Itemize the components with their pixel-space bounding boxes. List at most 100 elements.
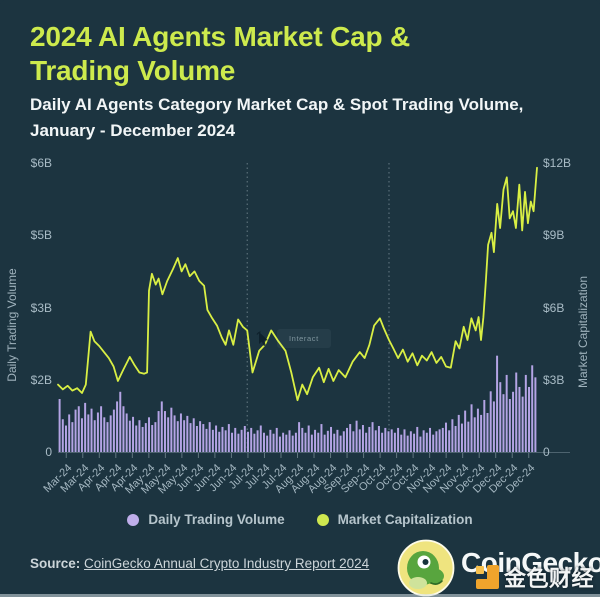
volume-bar xyxy=(269,429,272,452)
volume-bar xyxy=(259,425,262,452)
volume-bar xyxy=(384,427,387,452)
volume-bar xyxy=(486,412,489,453)
source-note: Source: CoinGecko Annual Crypto Industry… xyxy=(30,556,369,571)
right-axis-tick-label: $12B xyxy=(543,156,572,170)
legend-dot-icon xyxy=(127,513,140,526)
volume-bar xyxy=(119,391,122,452)
volume-bar xyxy=(518,386,521,452)
interact-label: Interact xyxy=(277,329,331,348)
legend-item[interactable]: Daily Trading Volume xyxy=(127,512,285,527)
chart-plot[interactable] xyxy=(57,163,570,463)
volume-bar xyxy=(492,401,495,453)
left-axis-tick-label: $3B xyxy=(30,300,52,315)
right-axis-tick-label: $6B xyxy=(543,300,565,315)
volume-bar xyxy=(148,417,150,452)
volume-bar xyxy=(288,430,291,452)
volume-bar xyxy=(240,429,243,452)
volume-bar xyxy=(192,418,195,452)
volume-bar xyxy=(154,422,157,452)
volume-bar xyxy=(71,422,74,452)
volume-bar xyxy=(521,396,524,452)
volume-bar xyxy=(304,432,307,452)
page-title: 2024 AI Agents Market Cap & Trading Volu… xyxy=(30,20,590,88)
volume-bar xyxy=(441,427,444,452)
volume-bar xyxy=(167,417,170,452)
volume-bar xyxy=(58,399,61,452)
right-axis-tick-label: $3B xyxy=(543,372,565,387)
volume-bar xyxy=(138,420,141,452)
volume-bar xyxy=(294,432,297,452)
source-prefix: Source: xyxy=(30,556,81,571)
volume-bar xyxy=(377,425,380,452)
volume-bar xyxy=(116,401,119,453)
volume-bar xyxy=(122,406,125,452)
volume-bar xyxy=(93,420,96,452)
volume-bar xyxy=(285,434,288,452)
volume-bar xyxy=(409,431,412,452)
title-line-2: Trading Volume xyxy=(30,55,236,86)
right-axis-title: Market Capitalization xyxy=(576,275,590,389)
volume-bar xyxy=(451,419,454,452)
volume-bar xyxy=(390,429,393,452)
volume-bar xyxy=(163,411,166,452)
volume-bar xyxy=(397,427,400,452)
volume-bar xyxy=(157,411,160,452)
volume-bar xyxy=(266,435,269,452)
volume-bar xyxy=(489,391,492,452)
volume-bar xyxy=(135,425,138,452)
volume-bar xyxy=(419,436,422,452)
volume-bar xyxy=(323,434,326,452)
left-axis-title: Daily Trading Volume xyxy=(5,268,19,382)
volume-bar xyxy=(84,402,87,452)
volume-bar xyxy=(393,432,396,452)
right-axis-tick-label: 0 xyxy=(543,445,550,459)
volume-bar xyxy=(262,432,265,452)
volume-bar xyxy=(218,431,221,452)
volume-bar xyxy=(80,418,83,452)
volume-bar xyxy=(272,433,275,452)
volume-bar xyxy=(413,433,416,452)
legend-label: Market Capitalization xyxy=(337,512,473,527)
volume-bar xyxy=(531,365,534,452)
volume-bar xyxy=(195,425,198,452)
volume-bar xyxy=(454,425,457,452)
volume-bar xyxy=(199,421,202,452)
volume-bar xyxy=(508,399,511,452)
volume-bar xyxy=(160,401,163,453)
volume-bar xyxy=(358,429,361,452)
left-axis-tick-label: 0 xyxy=(45,445,52,459)
volume-bar xyxy=(330,426,333,452)
volume-bar xyxy=(87,414,90,452)
volume-bar xyxy=(112,409,115,452)
volume-bar xyxy=(470,404,473,452)
volume-bar xyxy=(109,415,112,452)
volume-bar xyxy=(467,421,470,452)
chart-legend: Daily Trading Volume Market Capitalizatio… xyxy=(0,512,600,527)
volume-bar xyxy=(253,433,256,452)
volume-bar xyxy=(473,417,476,452)
volume-bar xyxy=(368,426,371,452)
volume-bar xyxy=(528,386,531,452)
volume-bar xyxy=(247,431,249,452)
volume-bar xyxy=(476,408,479,452)
volume-bar xyxy=(400,434,403,452)
interact-watermark: Interact xyxy=(256,329,331,348)
volume-bar xyxy=(301,427,304,452)
volume-bar xyxy=(425,432,428,452)
volume-bar xyxy=(243,425,246,452)
volume-bar xyxy=(275,427,278,452)
volume-bar xyxy=(224,430,227,452)
volume-bar xyxy=(499,382,502,452)
volume-bar xyxy=(221,426,224,452)
volume-bar xyxy=(432,434,435,452)
volume-bar xyxy=(406,435,409,452)
legend-item[interactable]: Market Capitalization xyxy=(316,512,473,527)
cursor-click-icon xyxy=(256,330,268,346)
volume-bar xyxy=(317,432,320,452)
source-link[interactable]: CoinGecko Annual Crypto Industry Report … xyxy=(84,556,370,571)
volume-bar xyxy=(346,427,348,452)
volume-bar xyxy=(349,424,352,452)
volume-bar xyxy=(512,391,515,452)
volume-bar xyxy=(307,425,310,452)
